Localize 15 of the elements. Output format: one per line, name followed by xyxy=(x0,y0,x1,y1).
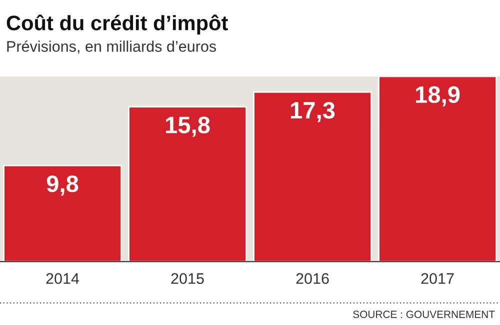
x-tick-label: 2017 xyxy=(421,273,454,284)
x-tick-label: 2016 xyxy=(296,273,329,284)
source-note: SOURCE : GOUVERNEMENT xyxy=(353,310,495,318)
bar xyxy=(253,91,372,262)
x-tick-label: 2014 xyxy=(46,273,80,284)
data-label: 18,9 xyxy=(416,86,460,106)
data-label: 17,3 xyxy=(291,102,335,122)
data-label: 15,8 xyxy=(166,116,210,137)
data-label: 9,8 xyxy=(46,175,78,196)
x-tick-label: 2015 xyxy=(171,273,204,284)
bar xyxy=(128,106,247,262)
chart-title: Coût du crédit d’impôt xyxy=(6,14,228,34)
bar xyxy=(3,164,122,262)
bar xyxy=(378,76,497,262)
chart-subtitle: Prévisions, en milliards d’euros xyxy=(7,40,216,54)
